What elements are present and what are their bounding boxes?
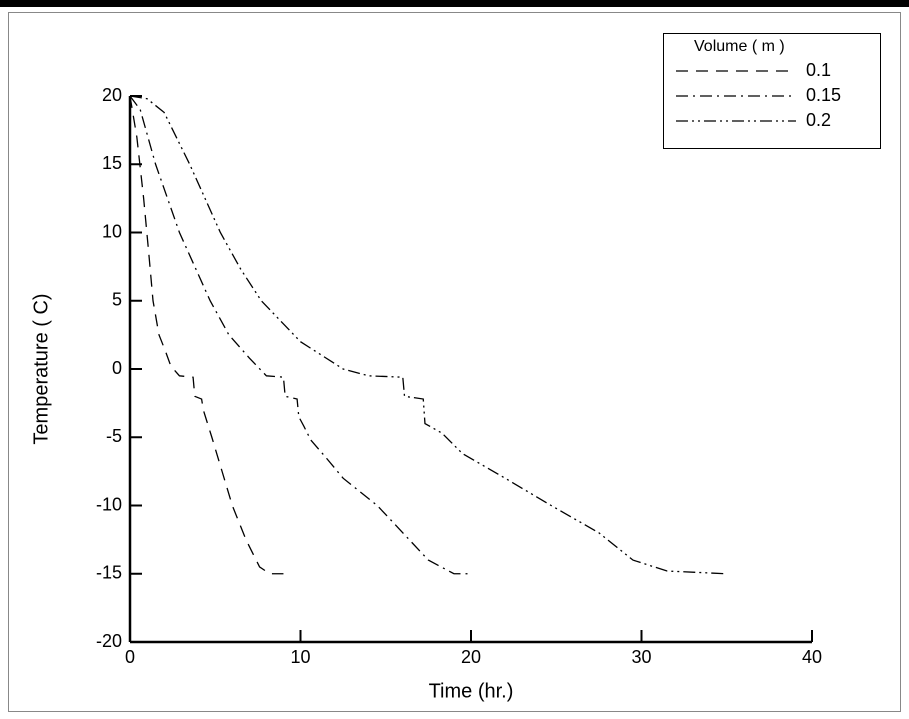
top-bar: [0, 0, 909, 7]
y-tick-label: -20: [96, 631, 122, 651]
series-line: [129, 95, 727, 575]
x-axis-label: Time (hr.): [429, 680, 514, 702]
x-tick-label: 0: [125, 647, 135, 667]
y-tick-label: -5: [106, 426, 122, 446]
series-line: [129, 95, 471, 575]
y-axis-label: Temperature ( C): [30, 293, 52, 444]
x-tick-label: 40: [802, 647, 822, 667]
legend-box: [663, 33, 881, 149]
y-tick-label: 10: [102, 221, 122, 241]
legend-label: 0.1: [806, 60, 831, 80]
y-tick-label: 0: [112, 358, 122, 378]
x-tick-label: 20: [461, 647, 481, 667]
y-tick-label: 20: [102, 85, 122, 105]
y-tick-label: -15: [96, 563, 122, 583]
frame: [8, 12, 901, 712]
y-tick-label: 5: [112, 290, 122, 310]
x-tick-label: 10: [290, 647, 310, 667]
series-line: [129, 95, 284, 575]
x-tick-label: 30: [631, 647, 651, 667]
legend-title: Volume ( m ): [694, 38, 785, 55]
y-tick-label: 15: [102, 153, 122, 173]
y-tick-label: -10: [96, 494, 122, 514]
legend-label: 0.2: [806, 110, 831, 130]
legend-label: 0.15: [806, 85, 841, 105]
